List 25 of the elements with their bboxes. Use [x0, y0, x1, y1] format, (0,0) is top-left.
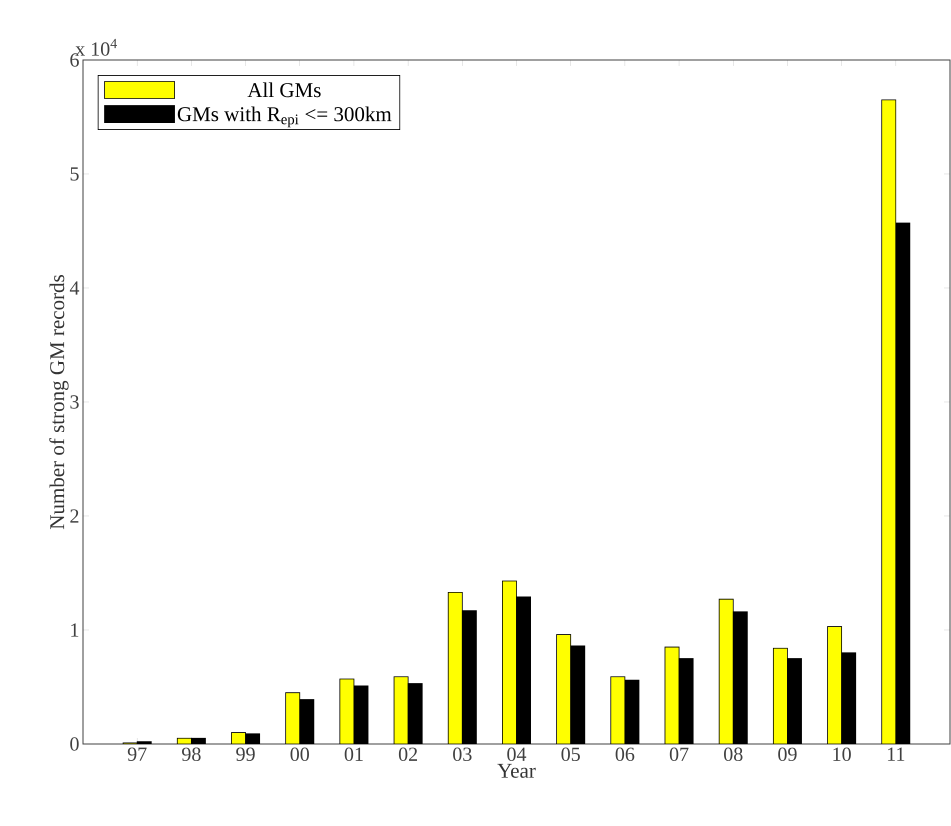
legend-label: GMs with R$_{epi}$ <= 300km — [178, 106, 392, 128]
x-tick-label: 08 — [724, 748, 742, 762]
x-tick-label: 99 — [236, 748, 255, 761]
y-axis-title: Number of strong GM records — [49, 275, 69, 530]
y-tick-label: 1 — [71, 623, 78, 637]
y-tick-label: 3 — [70, 395, 79, 409]
x-tick-label: 10 — [833, 748, 851, 762]
x-tick-label: 97 — [128, 748, 147, 761]
x-axis-title: Year — [497, 764, 536, 778]
x-tick-label: 04 — [507, 748, 526, 762]
x-tick-label: 11 — [888, 748, 904, 761]
y-tick-label: 5 — [70, 167, 79, 181]
x-tick-label: 98 — [182, 748, 201, 762]
text: All GMs — [248, 82, 321, 98]
x-tick-label: 00 — [290, 748, 309, 762]
y-tick-label: 0 — [70, 737, 79, 751]
x-tick-label: 03 — [453, 748, 472, 762]
x-tick-label: 02 — [398, 748, 418, 762]
x-tick-label: 01 — [344, 748, 363, 762]
x-tick-label: 05 — [561, 748, 580, 762]
y-tick-label: 2 — [70, 509, 78, 523]
x-tick-label: 07 — [670, 748, 688, 762]
x-tick-label: 09 — [778, 748, 797, 762]
y-tick-label: 4 — [70, 281, 80, 295]
x-tick-label: 06 — [616, 748, 634, 762]
